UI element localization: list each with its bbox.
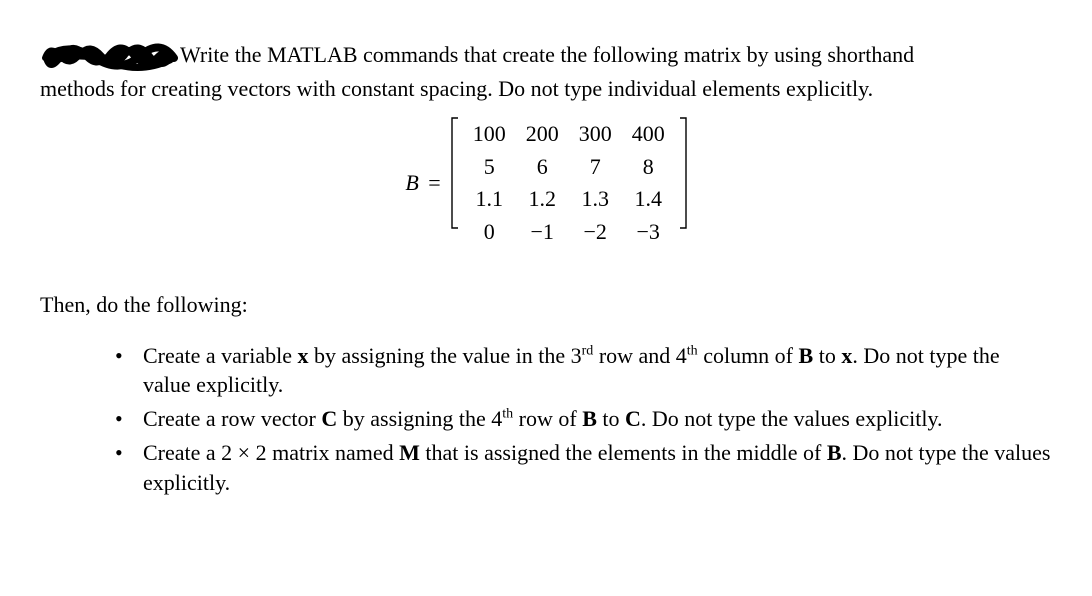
ordinal-th: th	[687, 343, 698, 358]
bullet-text: by assigning the value in the 3	[309, 343, 582, 368]
matrix-cell: 400	[626, 119, 671, 150]
bullet-text: to	[597, 406, 625, 431]
right-bracket-icon	[679, 117, 687, 250]
matrix-cell: 1.4	[626, 184, 671, 215]
matrix-cell: 7	[573, 152, 618, 183]
matrix-variable-label: B =	[405, 168, 450, 199]
matrix-cell: 6	[520, 152, 565, 183]
bullet-text: that is assigned the elements in the mid…	[420, 440, 827, 465]
equals-sign: =	[424, 170, 440, 195]
variable-B: B	[799, 343, 814, 368]
variable-C: C	[321, 406, 337, 431]
variable-C: C	[625, 406, 641, 431]
matrix-cell: 1.1	[467, 184, 512, 215]
variable-x: x	[298, 343, 309, 368]
list-item: Create a variable x by assigning the val…	[115, 341, 1052, 400]
matrix-cell: 5	[467, 152, 512, 183]
ordinal-th: th	[502, 407, 513, 422]
variable-B: B	[827, 440, 842, 465]
ordinal-rd: rd	[582, 343, 594, 358]
task-list: Create a variable x by assigning the val…	[40, 341, 1052, 497]
bullet-text: Create a 2 × 2 matrix named	[143, 440, 399, 465]
matrix-cell: 100	[467, 119, 512, 150]
bullet-text: Create a variable	[143, 343, 298, 368]
problem-statement: Write the MATLAB commands that create th…	[40, 40, 1052, 105]
bullet-text: Create a row vector	[143, 406, 321, 431]
variable-B: B	[582, 406, 597, 431]
matrix-row: 1.1 1.2 1.3 1.4	[467, 184, 671, 215]
matrix-grid: 100 200 300 400 5 6 7 8 1.1 1.2 1.3 1.4	[459, 117, 679, 250]
matrix-cell: 1.3	[573, 184, 618, 215]
bullet-text: column of	[698, 343, 799, 368]
intro-line-2: methods for creating vectors with consta…	[40, 74, 1052, 105]
bullet-text: by assigning the 4	[337, 406, 502, 431]
variable-x: x	[841, 343, 852, 368]
then-instruction: Then, do the following:	[40, 290, 1052, 321]
matrix-cell: 200	[520, 119, 565, 150]
matrix-cell: 300	[573, 119, 618, 150]
redaction-scribble	[40, 40, 180, 74]
matrix-cell: 8	[626, 152, 671, 183]
matrix-cell: −1	[520, 217, 565, 248]
list-item: Create a 2 × 2 matrix named M that is as…	[115, 438, 1052, 497]
left-bracket-icon	[451, 117, 459, 250]
matrix-var-B: B	[405, 170, 418, 195]
bullet-text: to	[813, 343, 841, 368]
matrix-definition: B = 100 200 300 400 5 6 7 8	[40, 117, 1052, 250]
matrix-body: 100 200 300 400 5 6 7 8 1.1 1.2 1.3 1.4	[451, 117, 687, 250]
matrix-cell: −3	[626, 217, 671, 248]
matrix-row: 100 200 300 400	[467, 119, 671, 150]
variable-M: M	[399, 440, 420, 465]
matrix-row: 0 −1 −2 −3	[467, 217, 671, 248]
matrix-cell: −2	[573, 217, 618, 248]
matrix-cell: 0	[467, 217, 512, 248]
matrix-row: 5 6 7 8	[467, 152, 671, 183]
list-item: Create a row vector C by assigning the 4…	[115, 404, 1052, 434]
matrix-cell: 1.2	[520, 184, 565, 215]
bullet-text: row and 4	[593, 343, 686, 368]
intro-line-1: Write the MATLAB commands that create th…	[180, 42, 914, 67]
bullet-text: row of	[513, 406, 582, 431]
bullet-text: . Do not type the values explicitly.	[641, 406, 943, 431]
